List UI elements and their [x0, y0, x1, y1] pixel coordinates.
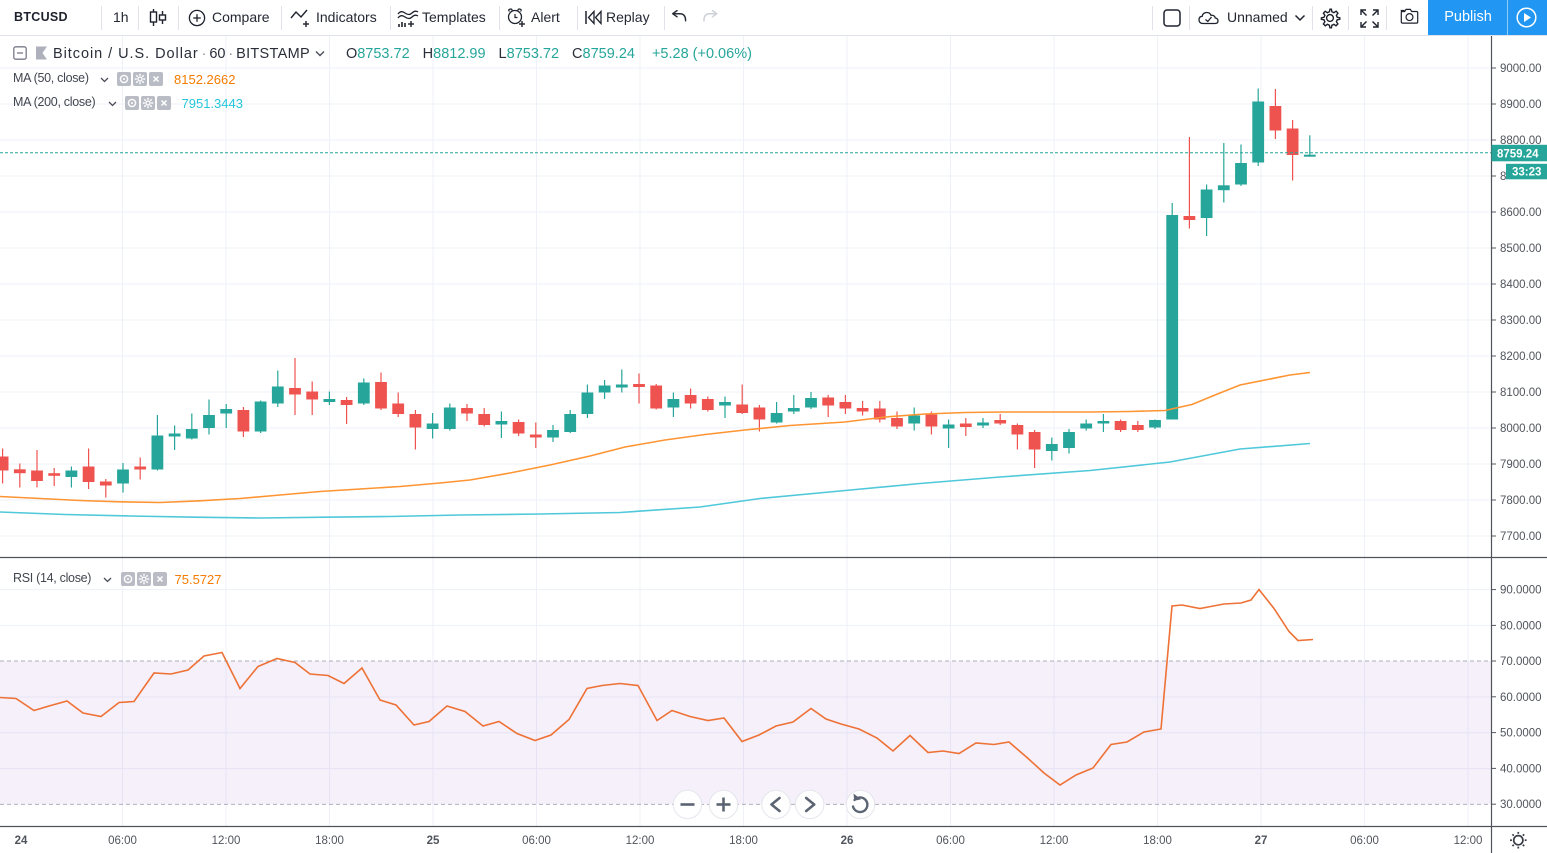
svg-text:80.0000: 80.0000: [1500, 620, 1542, 632]
svg-text:12:00: 12:00: [1454, 835, 1483, 847]
svg-text:12:00: 12:00: [626, 835, 655, 847]
svg-text:8759.24: 8759.24: [1497, 148, 1539, 160]
svg-text:18:00: 18:00: [315, 835, 344, 847]
svg-text:8200.00: 8200.00: [1500, 351, 1542, 363]
svg-text:24: 24: [15, 835, 28, 847]
svg-text:18:00: 18:00: [729, 835, 758, 847]
svg-text:40.0000: 40.0000: [1500, 763, 1542, 775]
svg-text:06:00: 06:00: [936, 835, 965, 847]
svg-text:12:00: 12:00: [212, 835, 241, 847]
svg-text:8800.00: 8800.00: [1500, 135, 1542, 147]
svg-text:12:00: 12:00: [1040, 835, 1069, 847]
svg-text:06:00: 06:00: [108, 835, 137, 847]
svg-text:50.0000: 50.0000: [1500, 728, 1542, 740]
svg-text:8900.00: 8900.00: [1500, 99, 1542, 111]
svg-text:8: 8: [1500, 171, 1506, 183]
svg-text:8400.00: 8400.00: [1500, 279, 1542, 291]
svg-text:27: 27: [1255, 835, 1268, 847]
svg-text:06:00: 06:00: [522, 835, 551, 847]
svg-text:9000.00: 9000.00: [1500, 63, 1542, 75]
svg-text:7700.00: 7700.00: [1500, 531, 1542, 543]
svg-text:8300.00: 8300.00: [1500, 315, 1542, 327]
svg-text:26: 26: [841, 835, 854, 847]
svg-text:25: 25: [427, 835, 440, 847]
svg-text:90.0000: 90.0000: [1500, 585, 1542, 597]
svg-text:7800.00: 7800.00: [1500, 495, 1542, 507]
svg-text:70.0000: 70.0000: [1500, 656, 1542, 668]
svg-text:06:00: 06:00: [1350, 835, 1379, 847]
svg-text:7900.00: 7900.00: [1500, 459, 1542, 471]
svg-text:8600.00: 8600.00: [1500, 207, 1542, 219]
svg-text:30.0000: 30.0000: [1500, 799, 1542, 811]
svg-text:33:23: 33:23: [1512, 167, 1541, 179]
svg-text:8000.00: 8000.00: [1500, 423, 1542, 435]
svg-text:18:00: 18:00: [1143, 835, 1172, 847]
svg-text:60.0000: 60.0000: [1500, 692, 1542, 704]
svg-text:8100.00: 8100.00: [1500, 387, 1542, 399]
svg-text:8500.00: 8500.00: [1500, 243, 1542, 255]
